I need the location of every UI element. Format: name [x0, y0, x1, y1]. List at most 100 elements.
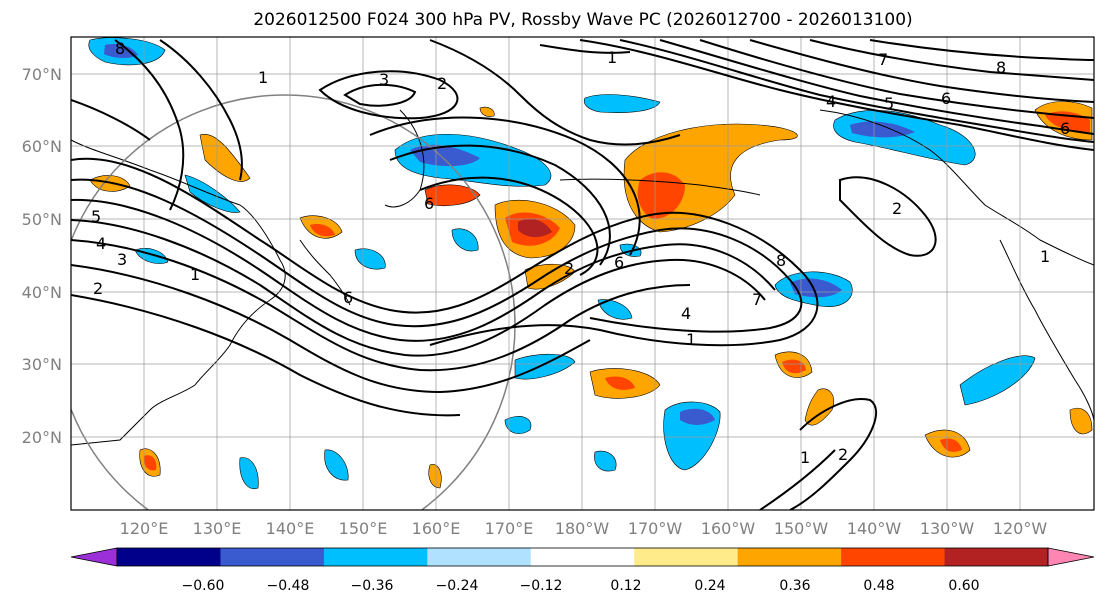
neg-anomaly-region [451, 228, 479, 252]
contour-line [809, 39, 1094, 81]
lon-label: 140°E [266, 519, 315, 538]
lon-label: 160°W [701, 519, 756, 538]
contour-label: 1 [800, 448, 810, 467]
japan-coastline [299, 239, 351, 306]
contour-line [71, 178, 803, 333]
map-frame [70, 36, 1095, 511]
contour-label: 1 [190, 265, 200, 284]
pos-anomaly-region [479, 106, 495, 117]
aleutian-islands [559, 178, 761, 196]
neg-anomaly-region [583, 94, 661, 113]
contour-label: 1 [686, 330, 696, 349]
figure-title: 2026012500 F024 300 hPa PV, Rossby Wave … [253, 10, 912, 30]
contour-line [343, 83, 417, 107]
lat-label: 50°N [22, 210, 62, 229]
lat-label: 70°N [22, 65, 62, 84]
colorbar-segment [220, 548, 325, 566]
colorbar-segment [427, 548, 532, 566]
contour-labels: 1 1 3 2 7 8 4 5 6 2 5 4 3 2 1 6 1 6 8 7 [91, 39, 1070, 467]
pos-anomaly-region [782, 359, 806, 374]
colorbar-tick-label: −0.36 [351, 578, 394, 594]
contour-line [114, 39, 185, 211]
pos-anomaly-region [1069, 407, 1093, 435]
colorbar: −0.60 −0.48 −0.36 −0.24 −0.12 0.12 0.24 … [70, 547, 1095, 594]
contour-label: 1 [258, 68, 268, 87]
neg-anomaly-region [184, 174, 241, 213]
lat-label: 20°N [22, 428, 62, 447]
graticule [71, 37, 1094, 510]
colorbar-tick-label: 0.24 [694, 578, 725, 594]
contour-line [539, 44, 631, 54]
longitude-labels: 120°E 130°E 140°E 150°E 160°E 170°E 180°… [120, 519, 1048, 538]
colorbar-segment [944, 548, 1049, 566]
colorbar-extend-max [1048, 548, 1094, 566]
pos-anomaly-region [310, 224, 335, 237]
pos-anomaly-region [940, 438, 962, 452]
contour-line [619, 39, 1094, 143]
contour-label: 6 [1060, 119, 1070, 138]
neg-anomaly-region [504, 416, 532, 434]
contour-label: 3 [117, 250, 127, 269]
contour-label: 8 [776, 251, 786, 270]
lon-label: 170°W [628, 519, 683, 538]
lon-label: 170°E [485, 519, 534, 538]
contour-label: 5 [91, 207, 101, 226]
colorbar-tick-label: 0.48 [863, 578, 894, 594]
lon-label: 120°W [993, 519, 1048, 538]
contour-label: 1 [607, 48, 617, 67]
contour-label: 8 [996, 58, 1006, 77]
pv-anomaly-shading [88, 37, 1093, 490]
colorbar-tick-label: 0.36 [779, 578, 810, 594]
north-america-coastline [999, 239, 1094, 421]
lon-label: 130°E [193, 519, 242, 538]
contour-line [71, 99, 151, 141]
alaska-coastline [819, 109, 1094, 266]
neg-anomaly-region [324, 449, 349, 481]
colorbar-segment [530, 548, 635, 566]
contour-label: 2 [564, 259, 574, 278]
contour-line [71, 239, 691, 372]
pos-anomaly-region [143, 455, 157, 471]
contour-label: 2 [892, 199, 902, 218]
neg-anomaly-region [680, 408, 715, 425]
neg-anomaly-region [239, 457, 259, 490]
lon-label: 130°W [920, 519, 975, 538]
colorbar-tick-label: −0.48 [267, 578, 310, 594]
contour-label: 1 [1040, 247, 1050, 266]
lon-label: 140°W [847, 519, 902, 538]
contour-label: 7 [752, 290, 762, 309]
colorbar-tick-label: −0.60 [182, 578, 225, 594]
lon-label: 150°E [339, 519, 388, 538]
contour-label: 6 [614, 253, 624, 272]
colorbar-extend-min [71, 548, 117, 566]
colorbar-segment [323, 548, 428, 566]
pos-anomaly-region [605, 376, 635, 390]
contour-label: 3 [379, 70, 389, 89]
contour-line [318, 70, 459, 120]
contour-line [71, 157, 819, 347]
pos-anomaly-region [518, 218, 552, 238]
map-panel: 1 1 3 2 7 8 4 5 6 2 5 4 3 2 1 6 1 6 8 7 [70, 36, 1095, 511]
lat-label: 60°N [22, 137, 62, 156]
lon-label: 180°W [555, 519, 610, 538]
contour-line [71, 198, 776, 342]
pos-anomaly-region [637, 172, 685, 219]
colorbar-tick-label: 0.60 [948, 578, 979, 594]
contour-label: 4 [681, 304, 691, 323]
contour-line [389, 144, 611, 266]
colorbar-segment [634, 548, 739, 566]
contour-label: 4 [96, 234, 106, 253]
contour-label: 8 [115, 39, 125, 58]
colorbar-tick-label: −0.24 [436, 578, 479, 594]
contour-label: 6 [424, 194, 434, 213]
colorbar-segment [737, 548, 842, 566]
contour-line [429, 39, 681, 146]
colorbar-ticks: −0.60 −0.48 −0.36 −0.24 −0.12 0.12 0.24 … [182, 578, 980, 594]
contour-line [839, 176, 937, 257]
contour-line [71, 219, 766, 357]
contour-line [749, 39, 1094, 103]
contour-label: 5 [884, 94, 894, 113]
pos-anomaly-region [804, 388, 835, 426]
contour-label: 4 [826, 92, 836, 111]
